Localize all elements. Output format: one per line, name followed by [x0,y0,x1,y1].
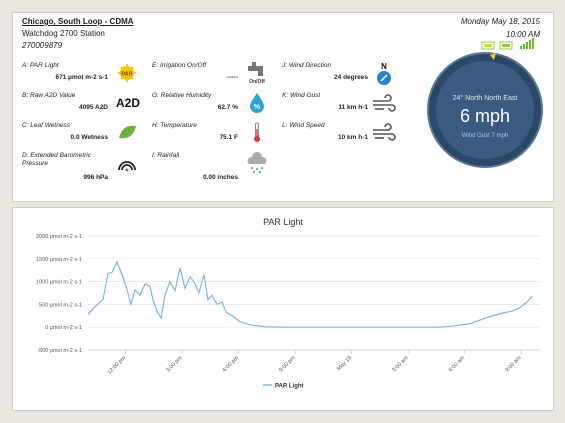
compass [427,52,543,168]
x-tick-label: 12:00 pm [107,355,128,376]
thermometer-icon [254,122,260,142]
sensor-label: J: Wind Direction [282,62,332,69]
x-tick-label: 9:00 pm [278,355,297,374]
x-tick-label: May 18 [336,355,353,372]
data-line [87,260,533,328]
sensor-value: 4095 A2D [78,104,108,111]
y-tick-label: 1500 µmol m-2 s-1 [36,257,82,263]
icon-text: % [254,104,261,111]
sensor-label: C: Leaf Wetness [22,122,70,129]
chart-title: PAR Light [263,217,303,227]
rain-icon [247,152,267,173]
sensor-label: I: Rainfall [152,152,180,159]
y-tick-label: -500 µmol m-2 s-1 [37,348,82,354]
station-model: Watchdog 2700 Station [22,29,105,38]
leaf-icon [119,125,136,139]
x-tick-label: 3:00 pm [165,355,184,374]
chart-panel [12,207,554,411]
x-tick-label: 6:00 am [448,355,467,374]
icon-text: PAR [121,72,132,78]
y-tick-label: 1000 µmol m-2 s-1 [36,280,82,286]
time: 10:00 AM [506,30,540,39]
sensor-value: 0.0 Wetness [70,134,108,141]
y-tick-label: 2000 µmol m-2 s-1 [36,234,82,240]
chart: -500 µmol m-2 s-1 0 µmol m-2 s-1 500 µmol … [36,234,540,390]
sensor-label: B: Raw A2D Value [22,92,76,99]
wind-icon [373,94,396,112]
sensor-label: A: PAR Light [22,62,59,69]
compass-gust: Wind Gust 7 mph [462,133,508,139]
date: Monday May 18, 2015 [460,17,540,26]
sensor-value: 75.1 F [219,134,238,141]
faucet-icon [248,62,263,76]
sensor-label: K: Wind Gust [282,92,321,99]
barometer-needle [125,168,129,172]
y-tick-label: 0 µmol m-2 s-1 [45,325,82,331]
sensor-label: E: Irrigation On/Off [152,62,207,69]
sensor-label: D: Extended Barometric Pressure [22,152,92,167]
sensor-label: G: Relative Humidity [152,92,212,99]
barometer-icon [118,161,136,171]
sensor-value: 62.7 % [217,104,238,111]
x-tick-label: 3:00 am [391,355,410,374]
compass-speed: 6 mph [460,106,510,126]
icon-text: A2D [116,96,140,110]
signal-icon [520,38,534,49]
sensor-value: 0.00 inches [202,174,238,181]
battery-icon [499,41,513,50]
sensor-label: L: Wind Speed [282,122,325,129]
x-tick-label: 9:00 am [504,355,523,374]
direction-needle [380,74,388,82]
sensor-label: H: Temperature [152,122,197,129]
sensor-value: ----- [227,74,238,81]
sensor-value: 10 km h-1 [338,134,368,141]
status-icons [481,38,534,50]
wind-icon [373,123,396,141]
drop-icon [250,93,264,113]
battery-level [484,44,492,47]
sensor-value: 671 µmol m-2 s-1 [55,74,108,81]
x-tick-label: 6:00 pm [222,355,241,374]
sun-icon [118,64,136,82]
station-serial: 270009879 [22,41,63,50]
y-tick-label: 500 µmol m-2 s-1 [39,302,82,308]
icon-text: N [381,62,387,71]
compass-direction: 24° North North East [453,94,518,102]
sensor-value: 11 km h-1 [338,104,368,111]
legend-label: PAR Light [275,384,304,390]
sensor-value: 24 degrees [334,74,368,81]
battery-level [502,44,510,47]
station-name: Chicago, South Loop - CDMA [22,17,134,26]
sensor-value: 996 hPa [83,174,108,181]
battery-icon [481,41,495,50]
icon-text: On/Off [249,79,265,85]
